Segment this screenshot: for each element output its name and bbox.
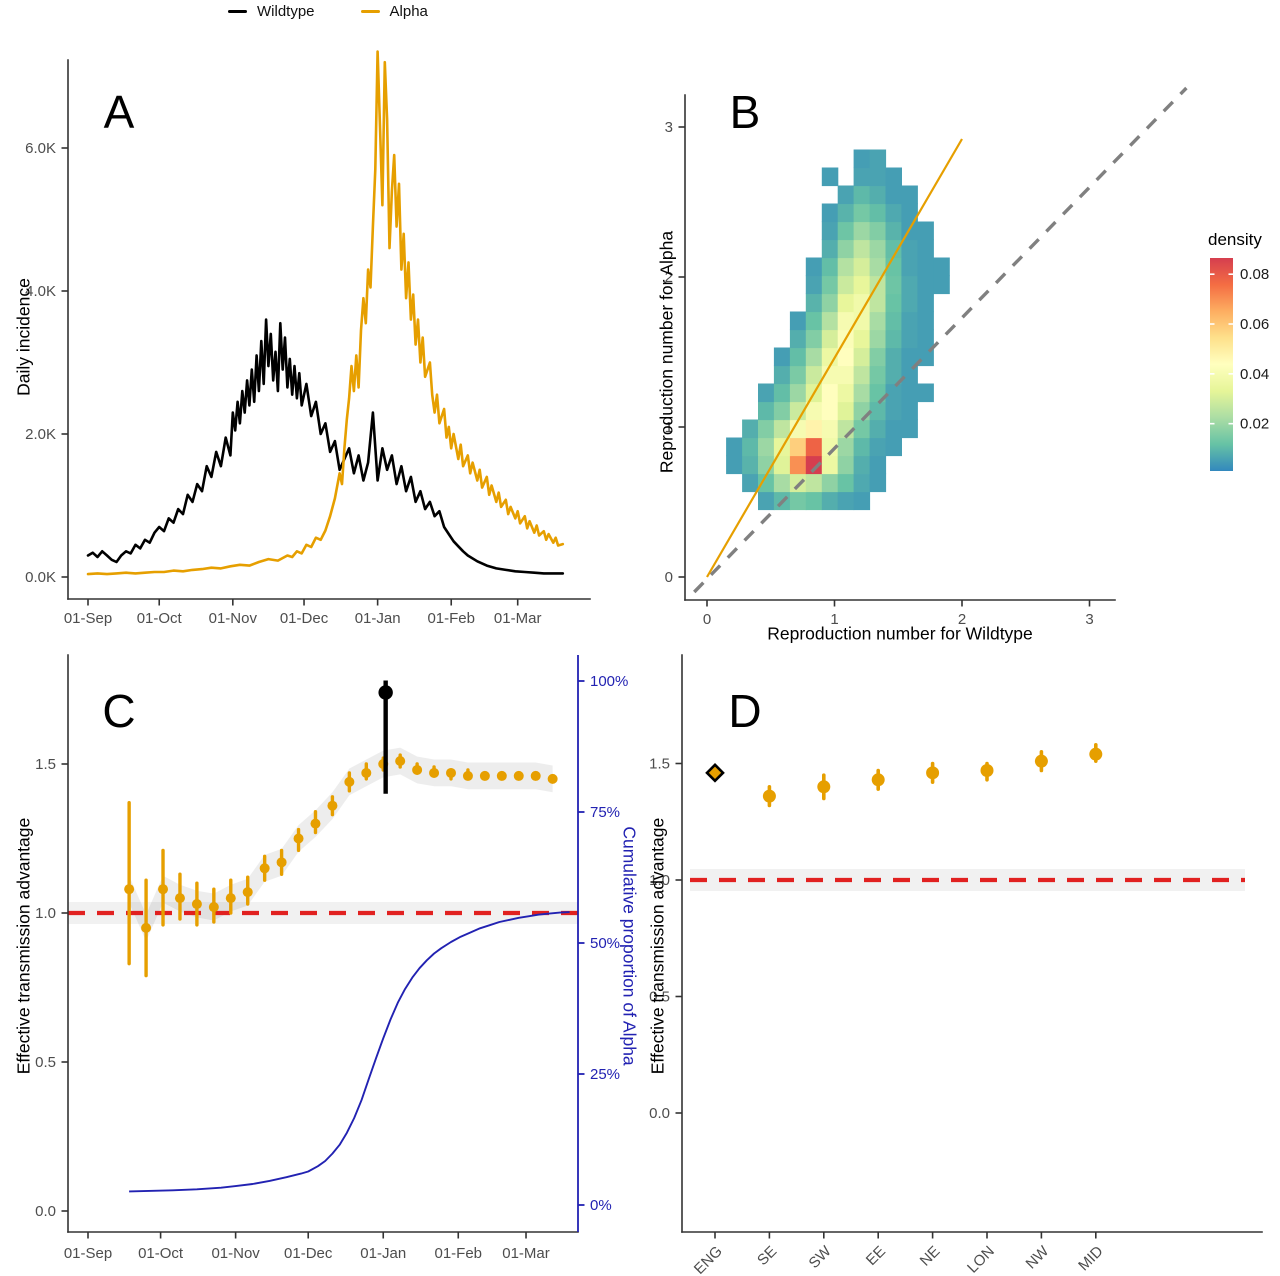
- panel-d-category-label-se: SE: [754, 1243, 780, 1269]
- panel-c-left-axis-title: Effective transmission advantage: [13, 817, 34, 1075]
- panel-a-wildtype-line: [86, 318, 565, 575]
- panel-d-point-eng: [705, 762, 725, 783]
- svg-text:0.02: 0.02: [1240, 416, 1269, 433]
- svg-text:0.04: 0.04: [1240, 366, 1269, 383]
- panel-c-cumulative-proportion-line: [129, 911, 570, 1193]
- panel-d-region-points: [705, 743, 1103, 808]
- svg-text:0.5: 0.5: [649, 989, 670, 1006]
- svg-text:2.0K: 2.0K: [25, 426, 56, 443]
- panel-b-identity-dashed-line: [693, 86, 1188, 594]
- panel-d-category-label-ee: EE: [863, 1243, 889, 1269]
- svg-text:0.08: 0.08: [1240, 266, 1269, 283]
- svg-text:6.0K: 6.0K: [25, 140, 56, 157]
- svg-text:50%: 50%: [590, 935, 620, 952]
- svg-text:100%: 100%: [590, 673, 628, 690]
- svg-text:1: 1: [830, 611, 838, 628]
- svg-text:01-Nov: 01-Nov: [211, 1245, 260, 1262]
- panel-d-point-lon: [980, 763, 994, 777]
- panel-a-chart: 0.0K 2.0K 4.0K 6.0K 01-Sep 01-Oct 01-Nov 01-Dec…: [25, 50, 591, 627]
- svg-text:01-Dec: 01-Dec: [284, 1245, 333, 1262]
- svg-text:01-Feb: 01-Feb: [434, 1245, 482, 1262]
- panel-d-y-axis-title: Effective transmission advantage: [647, 817, 668, 1075]
- svg-text:0.0K: 0.0K: [25, 569, 56, 586]
- svg-text:01-Sep: 01-Sep: [64, 610, 112, 627]
- svg-text:2: 2: [958, 611, 966, 628]
- panel-d-point-mid: [1089, 747, 1103, 761]
- panel-d-point-nw: [1034, 754, 1048, 768]
- panel-b-fit-line: [706, 138, 963, 578]
- colorbar: 0.02 0.04 0.06 0.08: [1210, 258, 1269, 471]
- panel-d-category-label-ne: NE: [917, 1243, 944, 1270]
- panel-d-point-sw: [817, 780, 831, 794]
- alpha-line-key-icon: [360, 9, 380, 14]
- svg-text:01-Dec: 01-Dec: [280, 610, 329, 627]
- svg-text:0%: 0%: [590, 1197, 612, 1214]
- panel-d-category-label-lon: LON: [964, 1243, 998, 1276]
- panel-c-literature-estimate-point: [378, 685, 393, 700]
- svg-text:0.0: 0.0: [649, 1105, 670, 1122]
- svg-text:0: 0: [703, 611, 711, 628]
- panel-d-letter: D: [728, 685, 762, 737]
- legend-item-alpha: Alpha: [360, 3, 428, 20]
- svg-text:0.5: 0.5: [35, 1054, 56, 1071]
- svg-text:01-Mar: 01-Mar: [502, 1245, 550, 1262]
- svg-text:01-Sep: 01-Sep: [64, 1245, 112, 1262]
- panel-b-letter: B: [729, 86, 761, 138]
- svg-text:1.0: 1.0: [35, 905, 56, 922]
- svg-text:01-Feb: 01-Feb: [427, 610, 475, 627]
- svg-text:0: 0: [665, 569, 673, 586]
- svg-text:75%: 75%: [590, 804, 620, 821]
- colorbar-gradient: [1210, 258, 1233, 471]
- panel-c-right-axis-title: Cumulative proportion of Alpha: [619, 826, 640, 1066]
- panel-d-category-label-nw: NW: [1023, 1242, 1053, 1272]
- colorbar-title: density: [1208, 230, 1262, 249]
- svg-text:01-Oct: 01-Oct: [138, 1245, 184, 1262]
- panel-a-y-axis-title: Daily incidence: [13, 278, 34, 396]
- svg-text:01-Jan: 01-Jan: [355, 610, 401, 627]
- svg-text:3: 3: [1085, 611, 1093, 628]
- svg-text:01-Nov: 01-Nov: [209, 610, 258, 627]
- panel-d-category-label-sw: SW: [806, 1242, 836, 1272]
- svg-text:3: 3: [665, 119, 673, 136]
- svg-text:01-Jan: 01-Jan: [360, 1245, 406, 1262]
- panel-a-letter: A: [103, 86, 135, 138]
- panel-b-x-axis-title: Reproduction number for Wildtype: [767, 623, 1033, 644]
- svg-text:2: 2: [665, 269, 673, 286]
- svg-text:01-Mar: 01-Mar: [494, 610, 542, 627]
- svg-text:1.0: 1.0: [649, 872, 670, 889]
- svg-text:1.5: 1.5: [35, 756, 56, 773]
- panel-d-point-ee: [871, 773, 885, 787]
- legend-label-wildtype: Wildtype: [257, 3, 315, 20]
- panel-a-alpha-line: [86, 50, 565, 576]
- panel-c-estimate-ribbon: [129, 747, 553, 942]
- panel-d-category-label-mid: MID: [1075, 1243, 1107, 1275]
- svg-text:1.5: 1.5: [649, 756, 670, 773]
- panel-d-point-se: [762, 789, 776, 803]
- svg-text:0.0: 0.0: [35, 1203, 56, 1220]
- svg-text:4.0K: 4.0K: [25, 283, 56, 300]
- panel-d-category-label-eng: ENG: [691, 1243, 726, 1276]
- svg-text:1: 1: [665, 419, 673, 436]
- panel-c-advantage-points: [124, 753, 558, 978]
- panel-c-chart: 0.0 0.5 1.0 1.5 01-Sep 01-Oct 01-Nov 01-Dec 01-J…: [35, 654, 628, 1262]
- panel-b-y-axis-title: Reproduction number for Alpha: [656, 230, 677, 474]
- panel-d-point-ne: [926, 766, 940, 780]
- panel-b-density-heatmap: [726, 149, 950, 511]
- panel-b-chart: 0 1 2 3 0 1 2 3: [665, 86, 1188, 628]
- svg-text:0.06: 0.06: [1240, 316, 1269, 333]
- legend-item-wildtype: Wildtype: [228, 3, 315, 20]
- panel-d-chart: 0.0 0.5 1.0 1.5 ENG SE SW EE NE LON NW MID: [649, 654, 1263, 1276]
- panel-c-letter: C: [102, 685, 136, 737]
- legend: Wildtype Alpha: [228, 3, 428, 20]
- wildtype-line-key-icon: [228, 9, 247, 14]
- svg-text:25%: 25%: [590, 1066, 620, 1083]
- legend-label-alpha: Alpha: [389, 3, 428, 20]
- svg-text:01-Oct: 01-Oct: [137, 610, 183, 627]
